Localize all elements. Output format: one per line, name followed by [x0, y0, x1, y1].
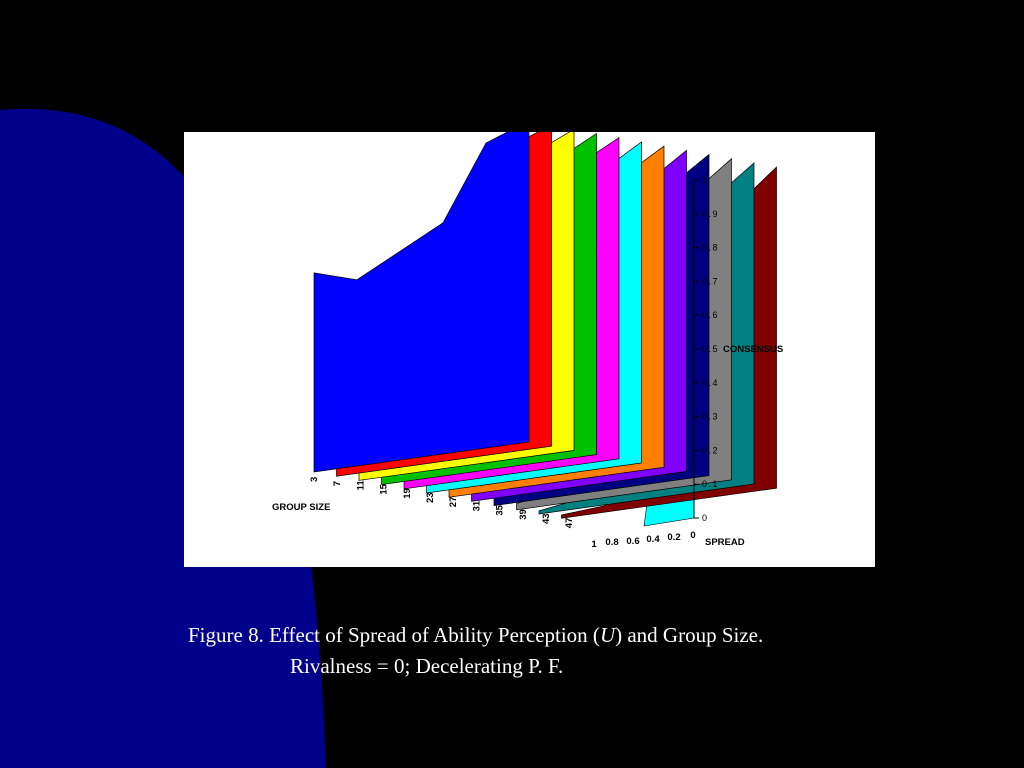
- caption-line2: Rivalness = 0; Decelerating P. F.: [290, 654, 564, 678]
- consensus-3d-chart: 0 0.1 0.2 0.3 0.4 0.5 0.6 0.7 0.8 0.9 1 CONSENSUS 3 7…: [272, 132, 783, 550]
- consensus-tick-label: 0.6: [702, 310, 719, 320]
- consensus-tick-label: 0.2: [702, 445, 719, 455]
- spread-tick-label: 1: [591, 539, 597, 550]
- group-size-axis-label: GROUP SIZE: [272, 502, 330, 513]
- consensus-tick-label: 0.9: [702, 209, 719, 219]
- consensus-tick-label: 0.7: [702, 276, 719, 286]
- consensus-tick-label: 1: [702, 175, 709, 185]
- group-size-tick-label: 7: [332, 481, 343, 486]
- consensus-tick-label: 0.1: [702, 479, 719, 489]
- group-size-tick-label: 35: [495, 504, 506, 515]
- consensus-tick-label: 0.3: [702, 412, 719, 422]
- group-size-tick-label: 15: [379, 483, 390, 494]
- spread-tick-label: 0: [690, 530, 695, 541]
- spread-tick-label: 0.4: [646, 534, 660, 545]
- spread-tick-label: 0.6: [626, 536, 639, 547]
- group-size-tick-label: 43: [541, 513, 552, 524]
- group-size-tick-label: 3: [309, 477, 320, 482]
- series-ribbon-group-3: [313, 132, 530, 473]
- consensus-tick-label: 0.4: [702, 378, 719, 388]
- consensus-axis-label: CONSENSUS: [723, 344, 783, 355]
- consensus-tick-label: 0.5: [702, 344, 719, 354]
- spread-tick-label: 0.8: [605, 537, 618, 548]
- group-size-tick-label: 31: [471, 500, 482, 511]
- consensus-tick-label: 0.8: [702, 243, 719, 253]
- caption-variable-u: U: [599, 623, 616, 647]
- group-size-tick-label: 39: [518, 509, 529, 520]
- consensus-tick-label: 0: [702, 513, 709, 523]
- group-size-tick-label: 27: [448, 497, 459, 508]
- spread-tick-label: 0.2: [667, 532, 680, 543]
- spread-axis-label: SPREAD: [705, 537, 745, 548]
- group-size-tick-label: 11: [355, 480, 366, 491]
- group-size-tick-label: 47: [564, 518, 575, 529]
- chart-panel: 0 0.1 0.2 0.3 0.4 0.5 0.6 0.7 0.8 0.9 1 CONSENSUS 3 7…: [184, 132, 875, 567]
- blue-decorative-shape: [0, 108, 326, 768]
- caption-line1-prefix: Figure 8. Effect of Spread of Ability Pe…: [188, 623, 600, 647]
- group-size-tick-label: 23: [425, 492, 436, 503]
- caption-line1-suffix: ) and Group Size.: [615, 623, 764, 647]
- group-size-tick-label: 19: [402, 488, 413, 499]
- figure-caption: Figure 8. Effect of Spread of Ability Pe…: [188, 620, 988, 682]
